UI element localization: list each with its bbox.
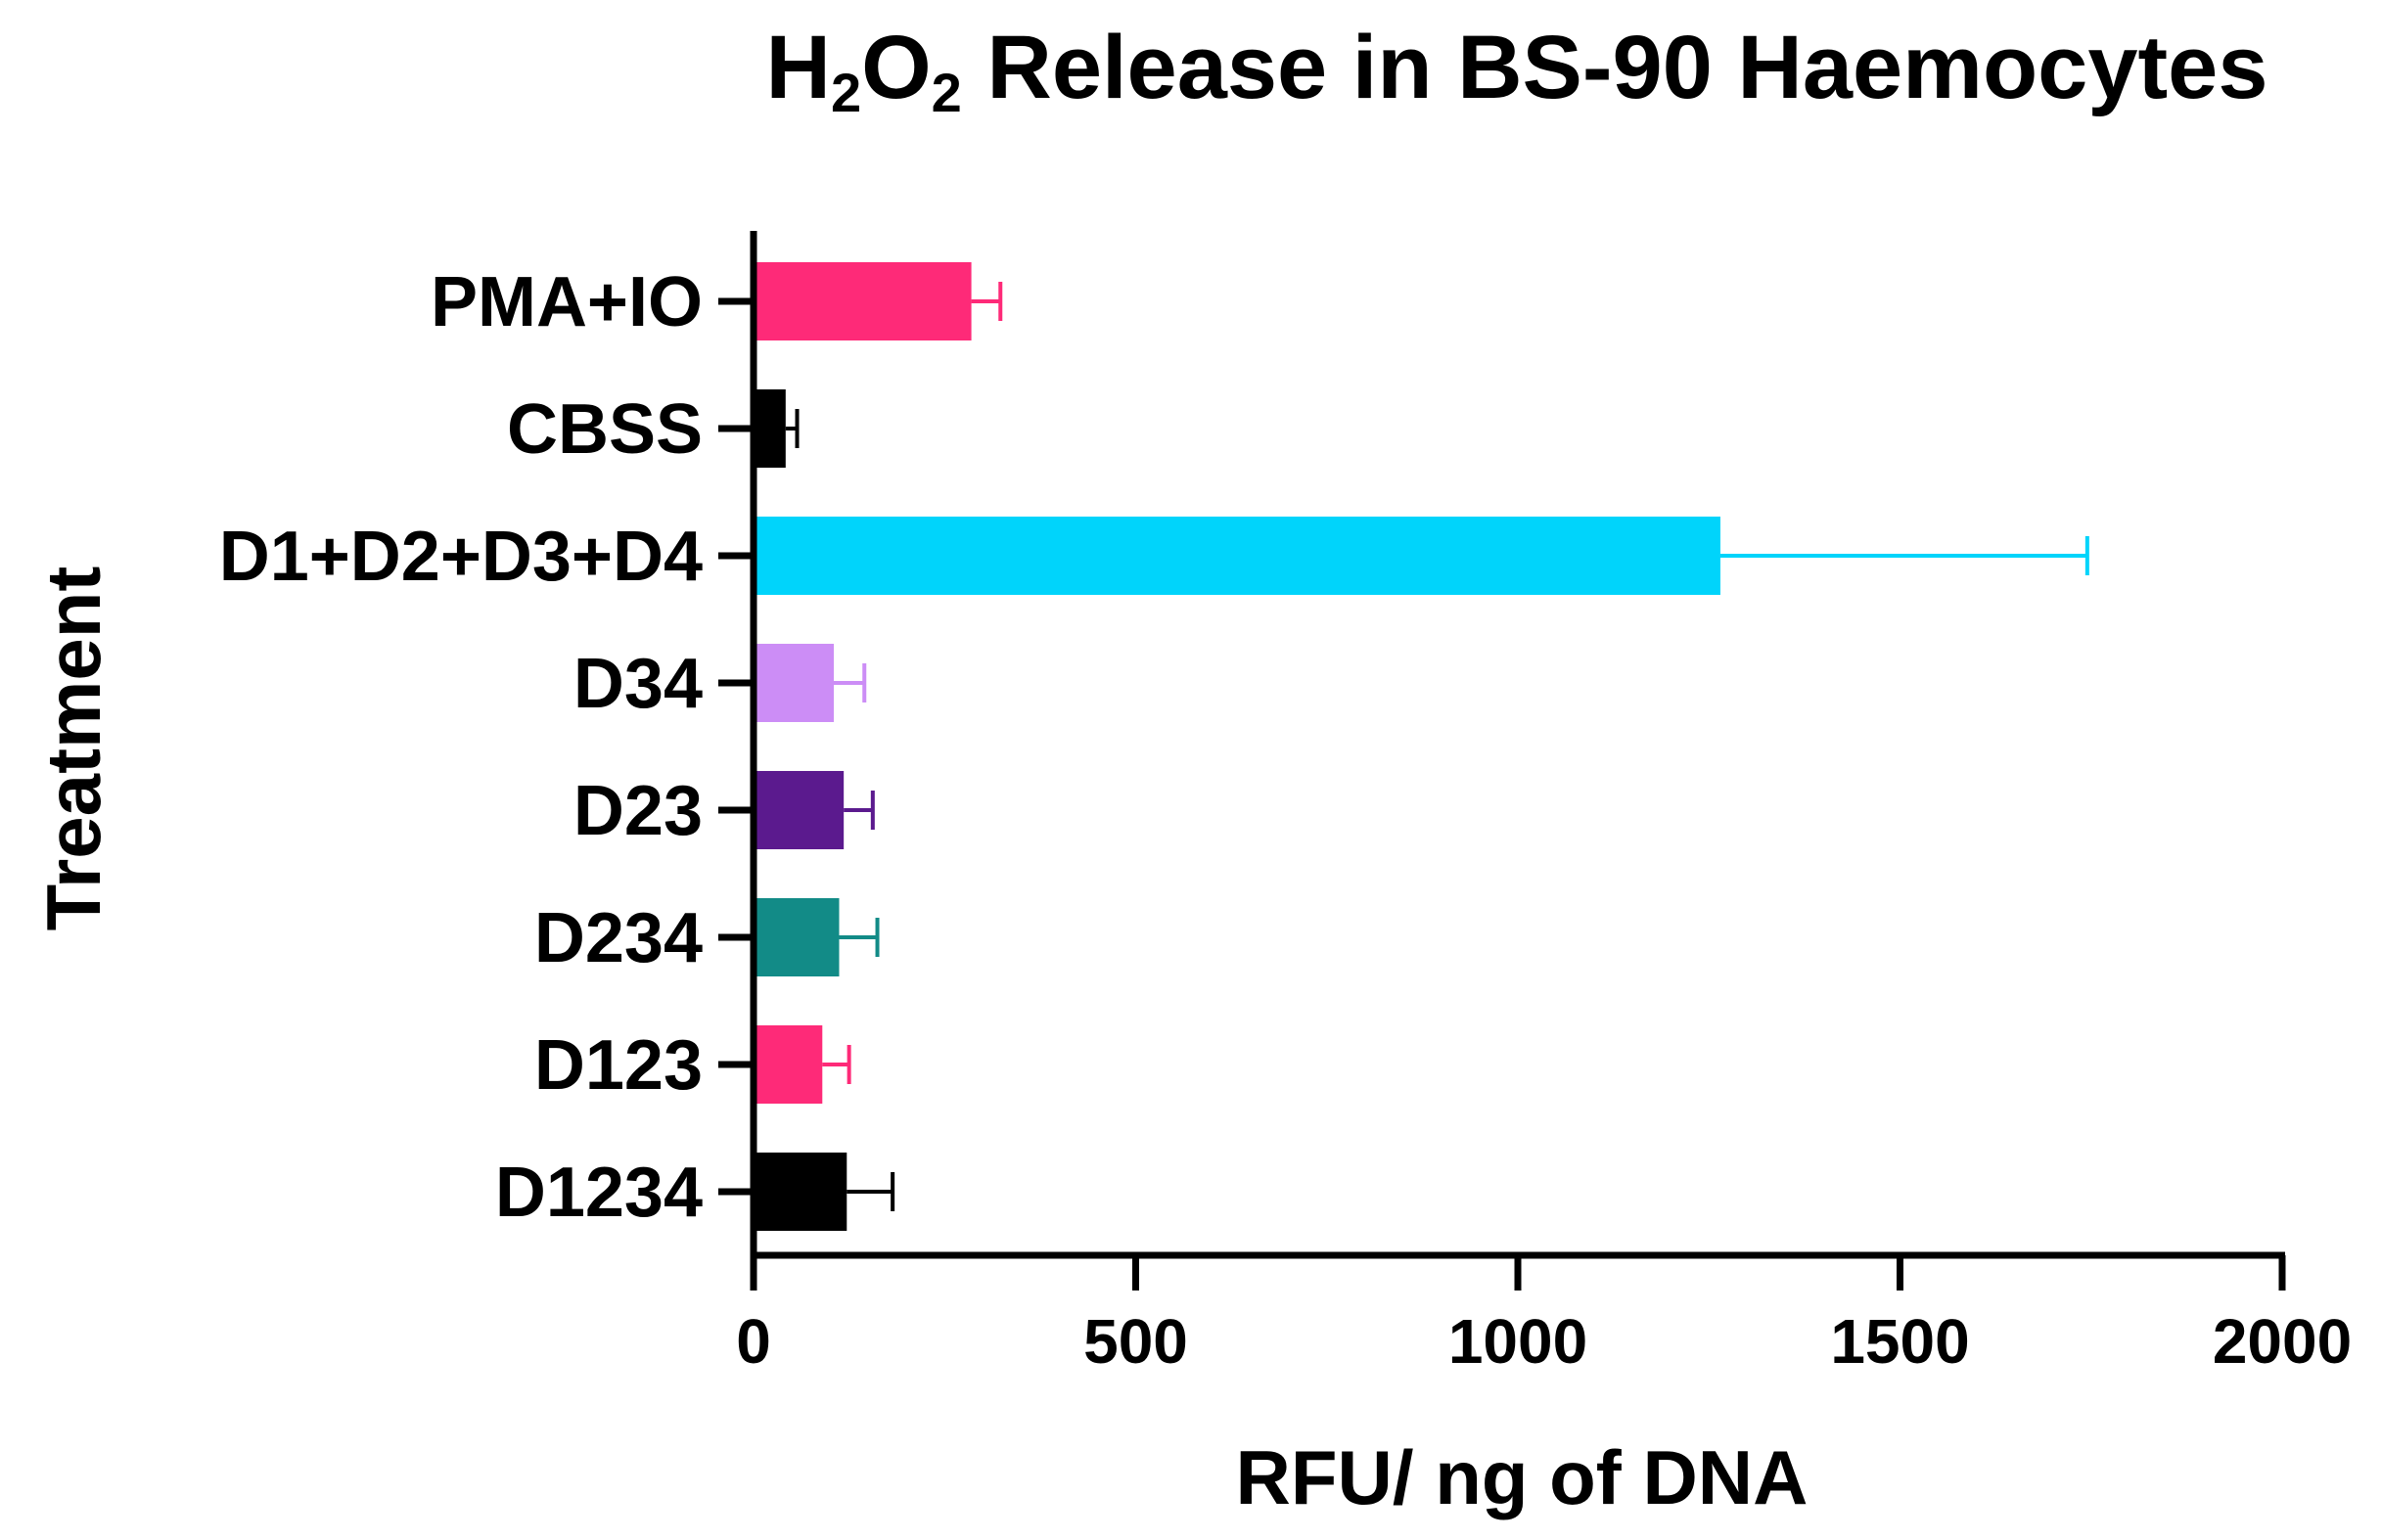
x-tick-label: 1500	[1830, 1306, 1969, 1377]
chart-title: H2O2 Release in BS-90 Haemocytes	[765, 18, 2267, 123]
bar-CBSS	[754, 389, 786, 468]
category-label: D1234	[495, 1154, 703, 1232]
bar-D23	[754, 771, 845, 849]
category-label: D34	[573, 645, 703, 723]
category-label: D234	[534, 899, 703, 977]
bars-group	[754, 262, 1720, 1231]
title-subscript: 2	[932, 62, 962, 123]
x-ticks-group: 0 500 1000 1500 2000	[736, 1255, 2352, 1377]
title-subscript: 2	[831, 62, 861, 123]
title-part: H	[765, 18, 830, 117]
category-label: CBSS	[507, 390, 703, 469]
x-tick-label: 2000	[2213, 1306, 2352, 1377]
bar-PMA+IO	[754, 262, 972, 340]
bar-D34	[754, 644, 835, 722]
title-part: O	[861, 18, 932, 117]
category-label: PMA+IO	[431, 263, 703, 341]
y-axis-label: Treatment	[30, 566, 116, 931]
x-tick-label: 1000	[1448, 1306, 1587, 1377]
error-bars-group	[785, 282, 2089, 1211]
x-tick-label: 500	[1083, 1306, 1188, 1377]
title-part: Release in BS-90 Haemocytes	[962, 18, 2268, 117]
bar-D1234	[754, 1153, 847, 1231]
category-label: D23	[573, 772, 703, 850]
bar-D1+D2+D3+D4	[754, 517, 1720, 595]
x-tick-label: 0	[736, 1306, 771, 1377]
bar-D234	[754, 898, 840, 976]
x-axis-label: RFU/ ng of DNA	[1236, 1434, 1809, 1520]
category-label: D123	[534, 1026, 703, 1105]
bar-D123	[754, 1025, 823, 1104]
category-label: D1+D2+D3+D4	[219, 518, 703, 596]
category-labels-group: PMA+IO CBSS D1+D2+D3+D4 D34 D23 D234 D123 D1234	[219, 263, 754, 1232]
